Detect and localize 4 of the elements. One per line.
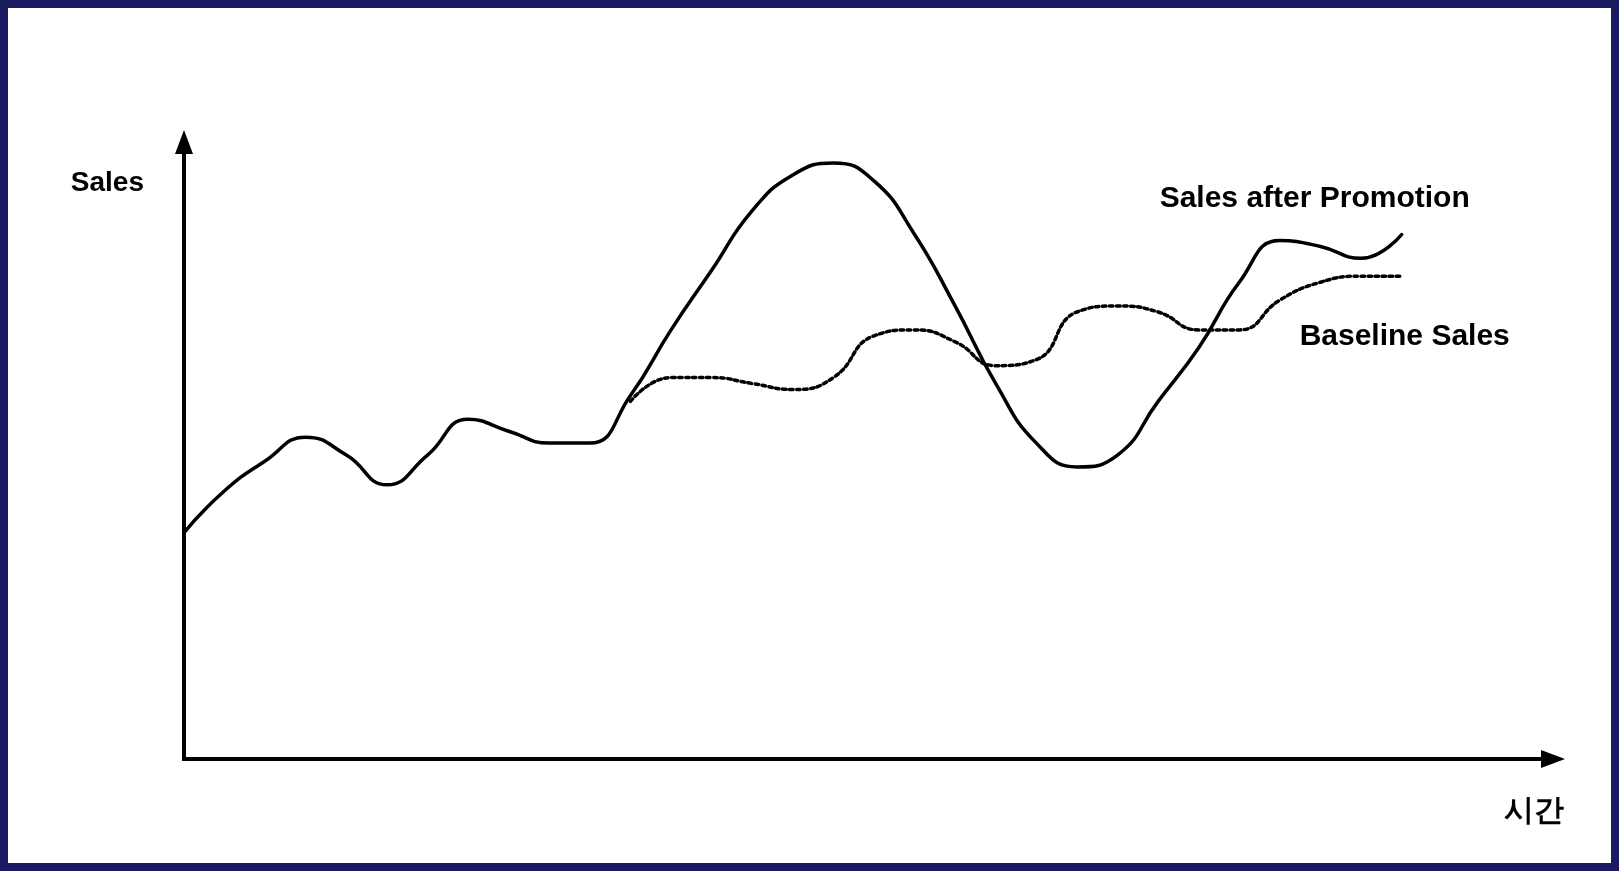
x-axis-title: 시간 bbox=[1504, 792, 1564, 826]
series-label: Baseline Sales bbox=[1299, 317, 1510, 351]
y-axis-title: Sales bbox=[70, 165, 144, 197]
series-label: Sales after Promotion bbox=[1159, 180, 1470, 214]
